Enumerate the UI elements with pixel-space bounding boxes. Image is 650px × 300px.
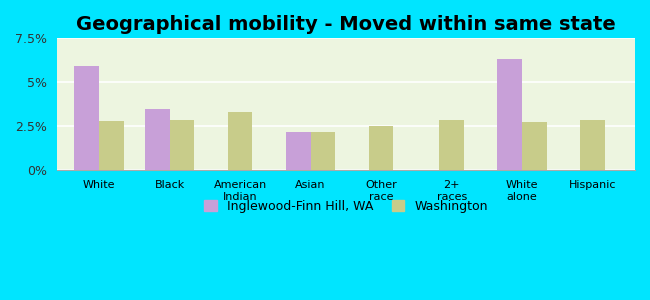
Bar [580,120,605,170]
Bar [145,109,170,170]
Legend: Inglewood-Finn Hill, WA, Washington: Inglewood-Finn Hill, WA, Washington [198,194,494,219]
Bar [74,67,99,170]
Bar [170,120,194,170]
Bar [497,59,522,170]
Bar [522,122,547,170]
Bar [439,120,464,170]
Title: Geographical mobility - Moved within same state: Geographical mobility - Moved within sam… [76,15,616,34]
Bar [227,112,252,170]
Bar [369,126,393,170]
Bar [311,132,335,170]
Bar [286,131,311,170]
Bar [99,121,124,170]
